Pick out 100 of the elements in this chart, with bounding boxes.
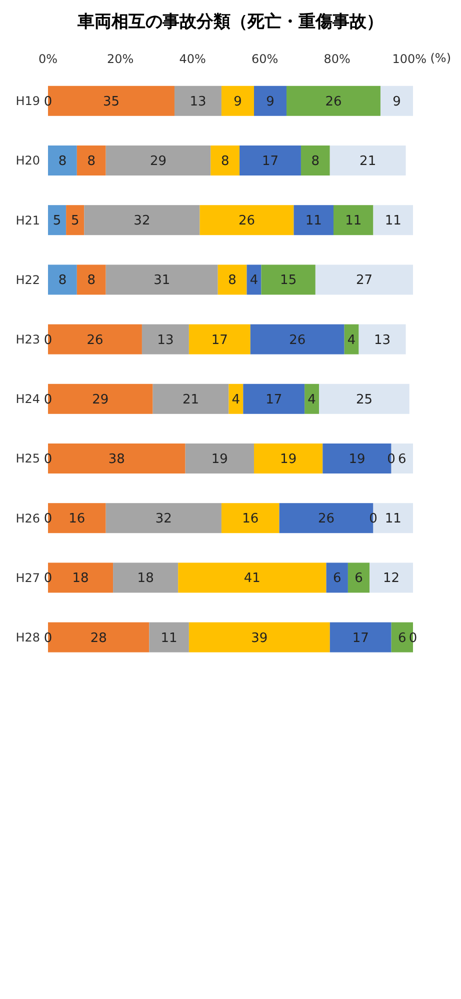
y-tick-label: H20 (16, 154, 40, 168)
bar (358, 324, 406, 354)
data-label: 4 (308, 392, 316, 408)
x-tick-label: 20% (106, 52, 134, 66)
bar (106, 264, 218, 295)
data-label: 11 (345, 214, 362, 229)
bar (185, 444, 254, 474)
annotation: 0 (44, 571, 52, 586)
data-label: 9 (392, 94, 401, 110)
data-label: 25 (356, 392, 372, 408)
bar (178, 562, 326, 593)
data-label: 11 (160, 630, 178, 646)
data-label: 41 (244, 571, 260, 586)
data-label: 11 (384, 512, 402, 527)
bar (330, 622, 392, 652)
bar (48, 146, 77, 176)
bar (348, 562, 370, 593)
data-label: 17 (211, 332, 228, 348)
annotation: 0 (44, 630, 52, 646)
data-label: 6 (398, 630, 406, 646)
x-tick-label: 100% (392, 52, 427, 66)
y-tick-label: H25 (16, 452, 40, 466)
chart-title: 車両相互の事故分類（死亡・重傷事故） (76, 11, 384, 33)
y-tick-label: H23 (16, 332, 40, 346)
data-label: 15 (280, 273, 297, 288)
data-label: 32 (134, 214, 150, 229)
data-label: 16 (68, 512, 86, 527)
data-label: 4 (250, 273, 258, 288)
data-label: 6 (332, 571, 342, 586)
data-label: 19 (280, 452, 297, 467)
y-tick-label: H27 (16, 570, 40, 585)
bar (286, 86, 380, 116)
data-label: 8 (58, 273, 67, 288)
bar (200, 205, 294, 236)
bar (84, 205, 200, 236)
data-label: 4 (232, 392, 240, 408)
data-label: 18 (137, 571, 154, 586)
bar (254, 444, 323, 474)
data-label: 26 (325, 94, 342, 110)
bar (76, 264, 106, 295)
data-label: 35 (102, 94, 120, 110)
data-label: 19 (348, 452, 366, 467)
bar (221, 503, 280, 534)
data-label: 17 (352, 630, 369, 646)
bar (106, 146, 211, 176)
bar (48, 264, 77, 295)
y-tick-label: H24 (16, 392, 40, 406)
data-label: 9 (234, 94, 242, 110)
bar (294, 205, 334, 236)
data-label: 8 (228, 273, 236, 288)
bar (174, 86, 222, 116)
data-label: 31 (154, 273, 170, 288)
annotation: 0 (408, 630, 418, 646)
x-tick-label: 40% (179, 52, 206, 66)
data-label: 21 (182, 392, 200, 408)
annotation: 0 (44, 94, 52, 110)
data-label: 5 (52, 214, 62, 229)
bar (243, 384, 305, 414)
annotation: 0 (387, 452, 396, 467)
x-tick-label: 0% (38, 52, 58, 66)
data-label: 13 (157, 332, 174, 348)
data-label: 6 (398, 452, 406, 467)
bar (254, 86, 287, 116)
bar (188, 324, 250, 354)
bar (210, 146, 240, 176)
bar (250, 324, 344, 354)
annotation: 0 (44, 332, 52, 348)
data-label: 13 (374, 332, 391, 348)
x-tick-label: 60% (251, 52, 278, 66)
data-label: 18 (72, 571, 89, 586)
bar (76, 146, 106, 176)
annotation: 0 (44, 512, 52, 527)
data-label: 26 (86, 332, 104, 348)
data-label: 27 (356, 273, 372, 288)
bar (300, 146, 330, 176)
data-label: 8 (220, 154, 230, 169)
bar (221, 86, 254, 116)
data-label: 8 (58, 154, 67, 169)
data-label: 26 (289, 332, 306, 348)
annotation: 0 (44, 452, 52, 467)
bar (240, 146, 301, 176)
bar (370, 562, 413, 593)
bar (315, 264, 413, 295)
bar (152, 384, 229, 414)
data-label: 21 (360, 154, 376, 169)
bar (304, 384, 320, 414)
data-label: 8 (87, 154, 96, 169)
data-label: 16 (242, 512, 259, 527)
bar (218, 264, 247, 295)
bar (149, 622, 189, 652)
bar (188, 622, 330, 652)
data-label: 28 (90, 630, 107, 646)
bar (66, 205, 84, 236)
data-label: 8 (311, 154, 320, 169)
bar (319, 384, 410, 414)
data-label: 13 (190, 94, 206, 110)
data-label: 4 (347, 332, 356, 348)
x-tick-label: 80% (324, 52, 350, 66)
data-label: 39 (251, 630, 268, 646)
x-axis-title: (%) (430, 51, 451, 65)
